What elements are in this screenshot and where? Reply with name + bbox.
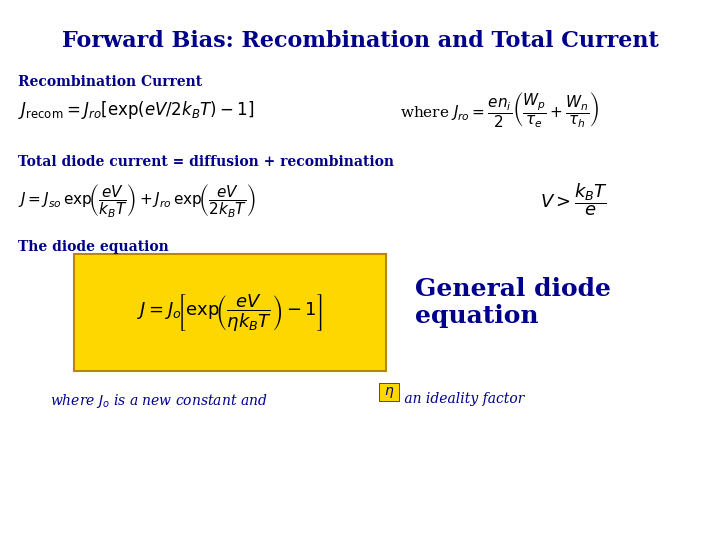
Text: Recombination Current: Recombination Current (18, 75, 202, 89)
Text: General diode
equation: General diode equation (415, 276, 611, 328)
FancyBboxPatch shape (74, 254, 386, 371)
Text: $V > \dfrac{k_BT}{e}$: $V > \dfrac{k_BT}{e}$ (540, 181, 608, 218)
Text: Total diode current = diffusion + recombination: Total diode current = diffusion + recomb… (18, 155, 394, 169)
Text: Forward Bias: Recombination and Total Current: Forward Bias: Recombination and Total Cu… (62, 30, 658, 52)
Text: an ideality factor: an ideality factor (400, 392, 524, 406)
FancyBboxPatch shape (379, 383, 399, 401)
Text: $J_{\mathrm{recom}} = J_{ro}[\mathrm{exp}(eV/2k_BT)-1]$: $J_{\mathrm{recom}} = J_{ro}[\mathrm{exp… (18, 99, 254, 121)
Text: where $J_{ro} = \dfrac{en_i}{2}\left(\dfrac{W_p}{\tau_e}+\dfrac{W_n}{\tau_h}\rig: where $J_{ro} = \dfrac{en_i}{2}\left(\df… (400, 90, 599, 130)
Text: $\eta$: $\eta$ (384, 384, 394, 400)
Text: where $J_o$ is a new constant and: where $J_o$ is a new constant and (50, 392, 269, 410)
Text: $J = J_{so}\,\mathrm{exp}\!\left(\dfrac{eV}{k_BT}\right)+J_{ro}\,\mathrm{exp}\!\: $J = J_{so}\,\mathrm{exp}\!\left(\dfrac{… (18, 181, 256, 219)
Text: $J = J_o\!\left[\mathrm{exp}\!\left(\dfrac{eV}{\eta k_BT}\right)-1\right]$: $J = J_o\!\left[\mathrm{exp}\!\left(\dfr… (138, 292, 323, 333)
Text: The diode equation: The diode equation (18, 240, 168, 254)
